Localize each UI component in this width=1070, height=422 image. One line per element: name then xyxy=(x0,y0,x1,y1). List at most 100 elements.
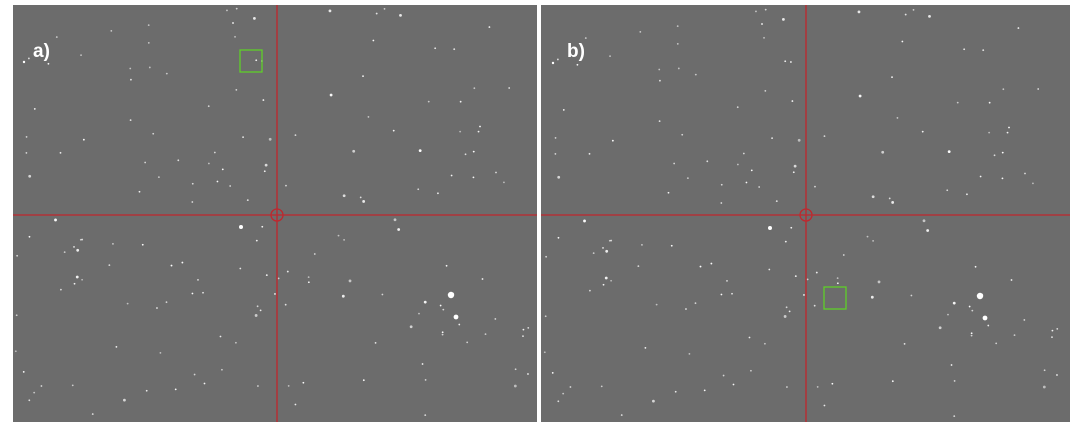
star xyxy=(81,279,83,281)
star xyxy=(768,269,770,271)
star xyxy=(771,137,773,139)
star xyxy=(872,240,874,242)
star xyxy=(558,237,560,239)
star xyxy=(166,301,168,303)
star xyxy=(673,163,675,165)
star xyxy=(878,281,881,284)
star xyxy=(784,60,786,62)
star xyxy=(889,198,891,200)
star xyxy=(127,303,129,305)
star xyxy=(130,79,132,81)
star xyxy=(749,337,751,339)
star xyxy=(269,138,272,141)
star xyxy=(214,152,216,154)
star xyxy=(384,8,386,10)
star xyxy=(545,315,547,317)
star xyxy=(637,265,639,267)
star xyxy=(338,235,340,237)
star xyxy=(913,9,915,11)
star xyxy=(222,169,224,171)
star xyxy=(451,175,453,177)
star xyxy=(644,347,646,349)
star xyxy=(76,276,79,279)
star xyxy=(256,240,258,242)
star xyxy=(1017,27,1019,29)
star xyxy=(265,164,268,167)
star xyxy=(418,313,420,315)
star xyxy=(329,9,332,12)
star xyxy=(247,199,249,201)
star xyxy=(764,90,766,92)
star xyxy=(23,371,25,373)
star xyxy=(843,254,845,256)
star xyxy=(394,218,397,221)
star xyxy=(761,23,763,25)
star xyxy=(255,59,257,61)
star xyxy=(239,268,241,270)
star xyxy=(695,302,697,304)
star xyxy=(1002,177,1004,179)
star xyxy=(859,95,862,98)
star xyxy=(235,89,237,91)
star xyxy=(871,296,874,299)
star xyxy=(557,400,559,402)
star xyxy=(677,25,679,27)
star xyxy=(987,325,989,327)
star xyxy=(570,386,572,388)
star xyxy=(971,332,973,334)
panel: b) xyxy=(541,5,1070,422)
star xyxy=(946,189,948,191)
star xyxy=(54,219,57,222)
panel-label: a) xyxy=(33,41,50,62)
star xyxy=(261,226,263,228)
star xyxy=(589,290,591,292)
star xyxy=(342,295,345,298)
star xyxy=(544,351,546,353)
star xyxy=(552,62,554,64)
star xyxy=(473,151,475,153)
star xyxy=(410,325,413,328)
star xyxy=(726,280,728,282)
star xyxy=(994,154,996,156)
star xyxy=(966,193,968,195)
star xyxy=(302,382,304,384)
star xyxy=(947,314,949,316)
star xyxy=(260,309,262,311)
star xyxy=(975,266,977,268)
star xyxy=(1051,336,1053,338)
star xyxy=(16,314,18,316)
star xyxy=(148,42,150,44)
star xyxy=(1002,88,1004,90)
star xyxy=(971,310,973,312)
star xyxy=(610,280,612,282)
star xyxy=(149,67,151,69)
star xyxy=(434,47,436,49)
star xyxy=(621,414,623,416)
star xyxy=(34,108,36,110)
star xyxy=(514,385,517,388)
star xyxy=(253,17,256,20)
star xyxy=(242,136,244,138)
star xyxy=(448,292,454,298)
star xyxy=(208,105,210,107)
star xyxy=(1037,88,1039,90)
star xyxy=(695,74,697,76)
star xyxy=(687,177,689,179)
star xyxy=(192,183,194,185)
star xyxy=(308,281,310,283)
star xyxy=(562,393,564,395)
star xyxy=(791,100,793,102)
star xyxy=(552,372,554,374)
star xyxy=(74,283,76,285)
star xyxy=(858,10,861,13)
star xyxy=(814,305,816,307)
star xyxy=(454,315,459,320)
star xyxy=(278,278,280,280)
star xyxy=(285,304,287,306)
star xyxy=(721,184,723,186)
star xyxy=(362,200,365,203)
star xyxy=(262,99,264,101)
star xyxy=(763,37,765,39)
star xyxy=(831,383,833,385)
star xyxy=(64,251,66,253)
